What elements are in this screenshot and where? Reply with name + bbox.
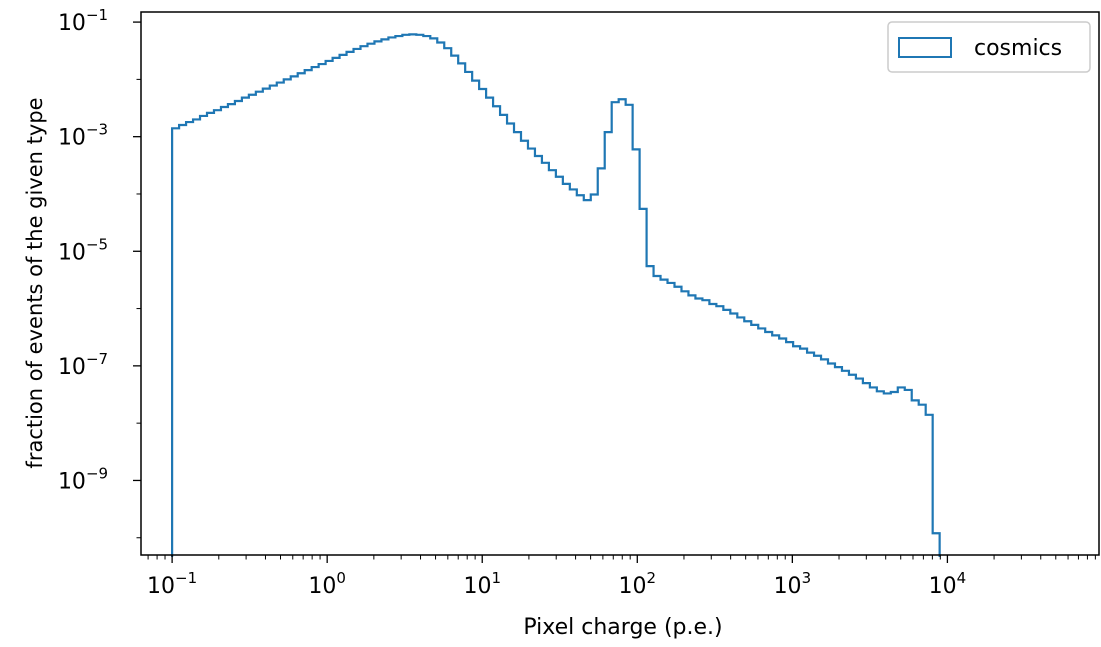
plot-area-frame	[140, 11, 1100, 556]
series-cosmics-step-line	[171, 33, 941, 557]
x-axis-label: Pixel charge (p.e.)	[523, 615, 722, 640]
x-tick-label: 104	[929, 569, 967, 599]
x-tick-label: 100	[308, 569, 346, 599]
y-tick-label: 10−9	[58, 464, 108, 494]
legend-label-cosmics: cosmics	[974, 36, 1062, 61]
x-tick-label: 101	[463, 569, 501, 599]
legend: cosmics	[887, 21, 1091, 73]
y-tick-label: 10−3	[58, 121, 108, 151]
y-axis-label: fraction of events of the given type	[23, 97, 47, 468]
legend-box	[887, 21, 1091, 73]
y-tick-label: 10−5	[58, 235, 108, 265]
y-axis: 10−9 10−7 10−5 10−3 10−1	[58, 6, 141, 539]
x-tick-label: 103	[774, 569, 812, 599]
y-tick-label: 10−7	[58, 350, 108, 380]
x-tick-label: 102	[619, 569, 657, 599]
x-tick-label: 10−1	[147, 569, 197, 599]
x-axis: 10−1 100 101 102 103 104	[147, 555, 1096, 599]
legend-swatch-cosmics	[898, 37, 952, 58]
y-tick-label: 10−1	[58, 6, 108, 36]
